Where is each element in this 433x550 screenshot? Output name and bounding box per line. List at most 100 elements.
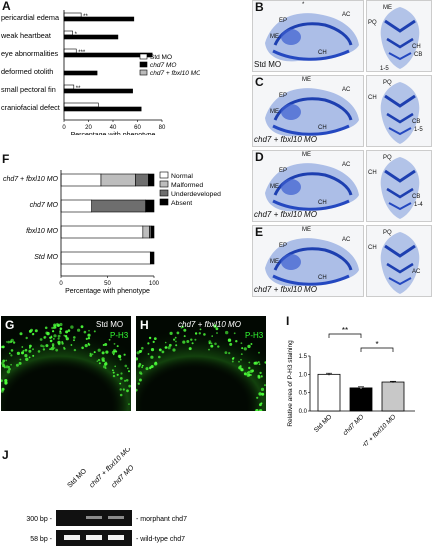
ph3-positive-cell [73, 339, 75, 342]
ph3-positive-cell [240, 368, 244, 372]
ph3-positive-cell [225, 330, 229, 335]
ph3-positive-cell [147, 353, 150, 355]
x-tick-label: 20 [85, 125, 92, 131]
ph3-positive-cell [258, 363, 261, 366]
ph3-positive-cell [183, 335, 186, 338]
category-label: craniofacial defect [1, 103, 60, 112]
ph3-positive-cell [228, 352, 231, 355]
structure-label: 1-5 [414, 127, 423, 133]
y-tick-label: 1.5 [299, 354, 308, 360]
ph3-positive-cell [214, 342, 217, 346]
ph3-positive-cell [240, 342, 243, 345]
panel-f-letter: F [2, 152, 10, 166]
ph3-positive-cell [91, 353, 94, 355]
ph3-positive-cell [21, 351, 24, 355]
y-tick-label: 1.0 [299, 372, 308, 378]
band-morphant [86, 516, 102, 519]
bar [63, 88, 133, 94]
legend-label: chd7 MO [150, 62, 176, 69]
panel-e-ventral-image [366, 225, 432, 297]
panel-g-caption: Std MO [96, 320, 124, 329]
panel-b-caption: Std MO [254, 60, 282, 69]
bar [63, 102, 99, 108]
panel-e-caption: chd7 + fbxl10 MO [254, 285, 317, 294]
bar [63, 16, 135, 22]
ph3-positive-cell [65, 330, 69, 334]
ph3-positive-cell [1, 389, 4, 393]
panel-c-caption: chd7 + fbxl10 MO [254, 135, 317, 144]
significance-mark: ** [83, 14, 88, 20]
ph3-positive-cell [213, 324, 217, 328]
structure-label: 1-5 [380, 66, 389, 72]
panel-h-image [136, 316, 266, 411]
ph3-positive-cell [5, 359, 8, 362]
y-tick-label: 0.0 [299, 409, 308, 415]
legend-label: Malformed [171, 182, 203, 189]
bar [349, 387, 373, 412]
structure-label: 1-4 [414, 202, 423, 208]
ph3-positive-cell [112, 371, 115, 374]
ph3-positive-cell [85, 337, 88, 340]
bar [63, 106, 142, 112]
ph3-positive-cell [18, 361, 22, 365]
ph3-positive-cell [126, 367, 129, 370]
row-label: Std MO [34, 254, 58, 261]
ph3-positive-cell [5, 341, 8, 343]
ph3-positive-cell [175, 344, 178, 347]
ph3-positive-cell [67, 329, 71, 332]
ph3-positive-cell [169, 331, 173, 335]
ph3-positive-cell [21, 346, 24, 348]
band-wild-type [64, 535, 80, 540]
ph3-positive-cell [203, 333, 206, 336]
ph3-positive-cell [194, 338, 197, 341]
panel-h-stain: P-H3 [245, 331, 264, 340]
ph3-positive-cell [73, 348, 77, 352]
ph3-positive-cell [28, 356, 31, 359]
ph3-positive-cell [73, 336, 76, 339]
marker-label: 58 bp - [30, 536, 52, 543]
ph3-positive-cell [32, 354, 35, 357]
ph3-positive-cell [8, 367, 11, 371]
ph3-positive-cell [148, 336, 152, 340]
ph3-positive-cell [12, 341, 16, 344]
ph3-positive-cell [50, 346, 55, 351]
x-tick-label: 60 [134, 125, 141, 131]
ph3-positive-cell [124, 379, 127, 382]
structure-label: EP [279, 168, 288, 174]
legend-swatch [139, 69, 148, 76]
structure-label: CB [414, 52, 423, 58]
legend-label: chd7 + fbxl10 MO [150, 70, 200, 77]
ph3-positive-cell [24, 354, 28, 358]
ph3-positive-cell [10, 349, 14, 352]
ph3-positive-cell [40, 344, 43, 347]
significance-mark: *** [78, 50, 86, 56]
ph3-positive-cell [120, 372, 123, 375]
band-morphant [108, 516, 124, 519]
stacked-segment [135, 173, 149, 187]
band-label: - wild-type chd7 [136, 536, 185, 543]
panel-i-letter: I [286, 314, 290, 328]
ph3-positive-cell [49, 336, 52, 339]
ph3-positive-cell [93, 330, 96, 333]
ph3-positive-cell [16, 351, 20, 355]
category-label: weak heartbeat [0, 31, 51, 40]
legend-label: Std MO [150, 54, 172, 61]
ph3-positive-cell [175, 340, 177, 343]
ph3-positive-cell [1, 379, 3, 382]
panel-d-ventral-image [366, 150, 432, 222]
legend-swatch [159, 198, 169, 206]
ph3-positive-cell [140, 372, 143, 375]
ph3-positive-cell [45, 331, 49, 335]
panel-e-letter: E [255, 225, 264, 239]
ph3-positive-cell [208, 348, 210, 351]
ph3-positive-cell [211, 335, 213, 337]
panel-a-letter: A [2, 0, 11, 13]
ph3-positive-cell [137, 364, 141, 368]
ph3-positive-cell [191, 342, 194, 345]
ph3-positive-cell [93, 351, 96, 354]
ph3-positive-cell [253, 361, 257, 365]
ph3-positive-cell [28, 329, 32, 333]
ph3-positive-cell [44, 326, 48, 330]
x-tick-label: 100 [149, 281, 160, 287]
ph3-positive-cell [101, 351, 105, 355]
